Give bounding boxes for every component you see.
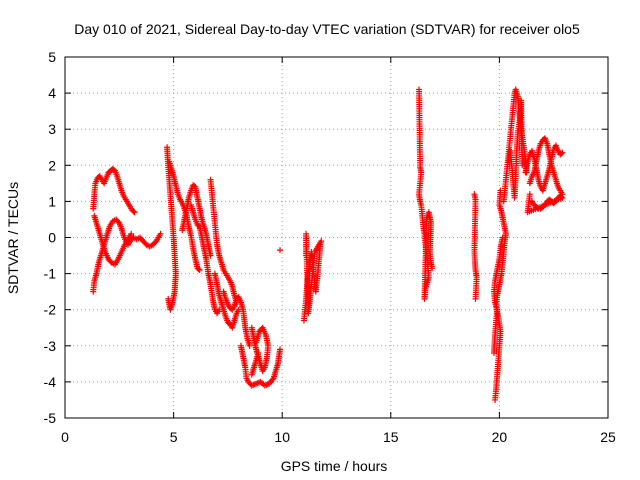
y-tick-label: 1 <box>48 193 56 209</box>
y-tick-label: -4 <box>44 374 57 390</box>
data-point <box>128 230 135 237</box>
data-point <box>255 350 262 357</box>
data-point <box>277 346 284 353</box>
y-tick-label: 5 <box>48 49 56 65</box>
plot-frame <box>64 56 609 419</box>
data-point <box>269 376 276 383</box>
grid <box>65 57 608 418</box>
y-axis-label: SDTVAR / TECUs <box>5 182 21 294</box>
data-point <box>253 339 260 346</box>
x-tick-label: 0 <box>61 429 69 445</box>
data-point <box>303 252 310 259</box>
y-tick-label: -1 <box>44 266 57 282</box>
y-tick-label: -5 <box>44 410 57 426</box>
data-point <box>558 150 565 157</box>
data-point <box>115 218 122 225</box>
y-tick-label: 2 <box>48 157 56 173</box>
data-point <box>165 295 172 302</box>
data-point <box>559 149 566 156</box>
data-point <box>196 266 203 273</box>
x-tick-label: 5 <box>170 429 178 445</box>
y-tick-label: -2 <box>44 302 57 318</box>
y-tick-label: 0 <box>48 230 56 246</box>
data-point <box>207 252 214 259</box>
axis-ticks: 0 5 10 15 20 25 -5 -4 -3 -2 -1 0 1 2 3 4 5 <box>44 49 616 445</box>
data-point <box>152 239 159 246</box>
y-tick-label: 4 <box>48 85 56 101</box>
x-tick-label: 25 <box>600 429 616 445</box>
chart-title: Day 010 of 2021, Sidereal Day-to-day VTE… <box>74 21 580 37</box>
data-point <box>157 230 164 237</box>
data-point <box>277 247 284 254</box>
y-tick-label: 3 <box>48 121 56 137</box>
x-tick-label: 15 <box>383 429 399 445</box>
data-point <box>429 265 436 272</box>
data-point <box>257 327 264 334</box>
x-axis-label: GPS time / hours <box>281 458 388 474</box>
data-point <box>130 208 137 215</box>
data-point <box>246 342 253 349</box>
data-points <box>90 86 566 403</box>
data-point <box>526 191 533 198</box>
data-point <box>195 266 202 273</box>
data-point <box>499 234 506 241</box>
x-tick-label: 20 <box>492 429 508 445</box>
data-point <box>131 209 138 216</box>
data-point <box>472 295 479 302</box>
x-tick-label: 10 <box>274 429 290 445</box>
y-tick-label: -3 <box>44 338 57 354</box>
